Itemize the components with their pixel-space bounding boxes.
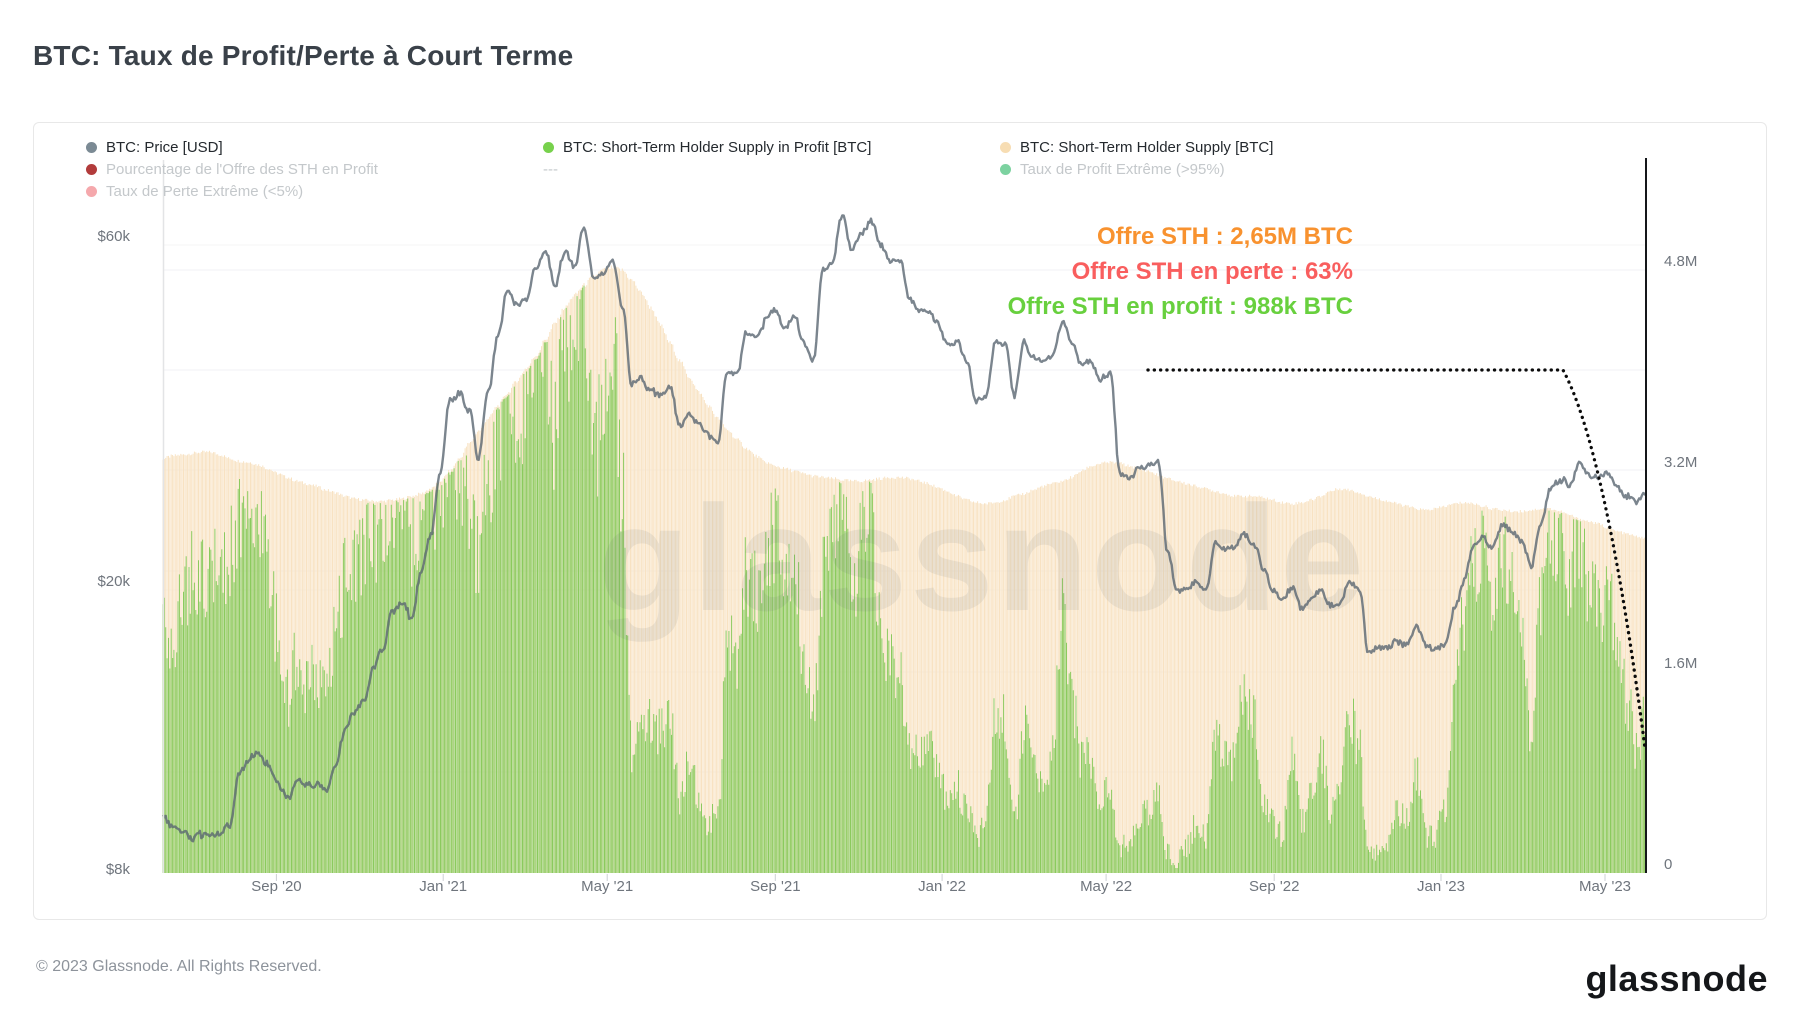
x-axis-label-May22: May '22 xyxy=(1080,878,1133,895)
right-axis-label-3.2M: 3.2M xyxy=(1664,454,1698,472)
x-axis-label-Jan21: Jan '21 xyxy=(419,878,468,895)
page-title: BTC: Taux de Profit/Perte à Court Terme xyxy=(33,40,574,71)
x-axis-label-Sep22: Sep '22 xyxy=(1249,878,1300,895)
btc-price-line xyxy=(161,214,1647,843)
legend-label: Taux de Perte Extrême (<5%) xyxy=(106,182,304,200)
legend-dot xyxy=(86,185,97,197)
legend-dot xyxy=(543,141,554,153)
legend-label: BTC: Short-Term Holder Supply in Profit … xyxy=(563,138,872,156)
right-axis-label-4.8M: 4.8M xyxy=(1664,253,1698,271)
annotation-sth-supply-loss: Offre STH en perte : 63% xyxy=(1071,258,1353,285)
legend-item-1-0[interactable]: BTC: Short-Term Holder Supply in Profit … xyxy=(543,137,871,157)
legend-item-0-1[interactable]: Pourcentage de l'Offre des STH en Profit xyxy=(86,159,378,179)
left-axis-label-$20k: $20k xyxy=(97,573,130,591)
right-axis-label-0: 0 xyxy=(1664,856,1673,873)
x-axis-tick-marks xyxy=(275,874,1606,881)
x-axis-label-May21: May '21 xyxy=(581,878,634,895)
callout-dotted-line xyxy=(1146,368,1647,750)
legend-label: Pourcentage de l'Offre des STH en Profit xyxy=(106,160,378,178)
x-axis-label-May23: May '23 xyxy=(1578,878,1632,895)
legend-dot xyxy=(86,141,97,153)
legend-item-2-1[interactable]: Taux de Profit Extrême (>95%) xyxy=(1000,159,1225,179)
left-axis-label-$60k: $60k xyxy=(97,228,130,246)
left-axis-label-$8k: $8k xyxy=(105,861,130,879)
legend-dot xyxy=(1000,141,1011,153)
annotation-sth-supply-total: Offre STH : 2,65M BTC xyxy=(1096,223,1353,250)
legend-dot xyxy=(1000,163,1011,175)
x-axis-label-Sep20: Sep '20 xyxy=(251,878,302,895)
legend-item-0-2[interactable]: Taux de Perte Extrême (<5%) xyxy=(86,181,303,201)
x-axis-label-Jan22: Jan '22 xyxy=(918,878,967,895)
legend-item-0-0[interactable]: BTC: Price [USD] xyxy=(86,137,223,157)
legend-label: Taux de Profit Extrême (>95%) xyxy=(1020,160,1225,178)
legend-label: BTC: Short-Term Holder Supply [BTC] xyxy=(1020,138,1274,156)
x-axis-label-Jan23: Jan '23 xyxy=(1417,878,1465,895)
legend-item-1-1[interactable]: --- xyxy=(543,159,558,179)
annotations-block: Offre STH : 2,65M BTC Offre STH en perte… xyxy=(1008,219,1353,324)
right-axis-label-1.6M: 1.6M xyxy=(1664,655,1698,673)
legend-label: --- xyxy=(543,160,558,178)
footer-copyright: © 2023 Glassnode. All Rights Reserved. xyxy=(36,958,322,975)
legend-item-2-0[interactable]: BTC: Short-Term Holder Supply [BTC] xyxy=(1000,137,1273,157)
legend-dot xyxy=(86,163,97,175)
x-axis-label-Sep21: Sep '21 xyxy=(750,878,801,895)
legend-label: BTC: Price [USD] xyxy=(106,138,223,156)
annotation-sth-supply-profit: Offre STH en profit : 988k BTC xyxy=(1007,293,1353,320)
glassnode-logo: glassnode xyxy=(1585,958,1768,999)
